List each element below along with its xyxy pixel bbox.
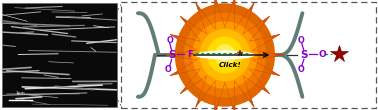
Text: O: O	[297, 36, 304, 45]
Polygon shape	[206, 52, 244, 58]
Polygon shape	[195, 51, 255, 59]
Bar	[2, 3, 117, 107]
Text: S: S	[168, 50, 176, 60]
Polygon shape	[166, 0, 284, 110]
Polygon shape	[192, 21, 257, 89]
Polygon shape	[220, 50, 230, 60]
FancyBboxPatch shape	[121, 2, 376, 108]
Polygon shape	[214, 44, 235, 66]
Text: F: F	[187, 50, 193, 59]
Polygon shape	[200, 29, 250, 81]
Text: 1μm: 1μm	[16, 91, 26, 95]
Text: O: O	[165, 65, 172, 74]
Text: O: O	[167, 36, 174, 45]
Text: O: O	[318, 50, 326, 59]
Polygon shape	[175, 3, 275, 107]
Polygon shape	[184, 13, 266, 97]
Text: S: S	[301, 50, 308, 60]
Polygon shape	[207, 37, 243, 73]
Text: Click!: Click!	[219, 62, 242, 68]
Text: O: O	[297, 65, 304, 74]
